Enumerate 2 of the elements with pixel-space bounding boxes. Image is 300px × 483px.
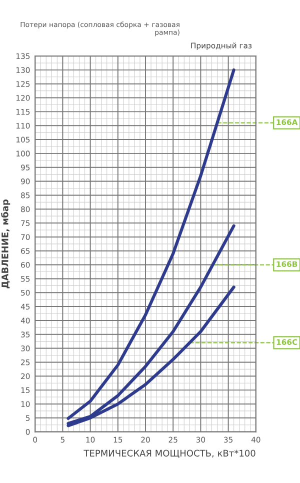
y-axis-title: ДАВЛЕНИЕ, мбар	[1, 199, 10, 288]
x-axis-title: ТЕРМИЧЕСКАЯ МОЩНОСТЬ, кВт*100	[84, 450, 256, 458]
